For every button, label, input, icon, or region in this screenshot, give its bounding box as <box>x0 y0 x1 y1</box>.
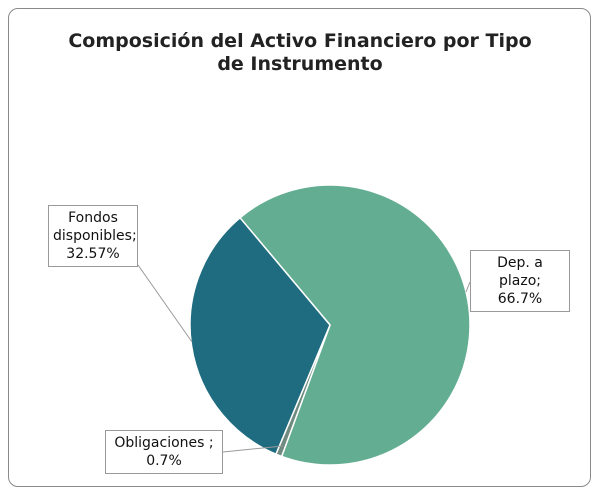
leader-line <box>465 281 471 293</box>
pie-slice <box>189 216 331 456</box>
leader-line <box>137 264 193 343</box>
data-label: Dep. a plazo; 66.7% <box>470 250 570 312</box>
chart-frame <box>8 8 591 487</box>
data-label: Fondos disponibles; 32.57% <box>48 205 138 267</box>
leader-line <box>222 445 284 453</box>
chart-title: Composición del Activo Financiero por Ti… <box>68 30 532 75</box>
data-label: Obligaciones ; 0.7% <box>105 430 223 474</box>
pie-slice <box>238 184 471 466</box>
